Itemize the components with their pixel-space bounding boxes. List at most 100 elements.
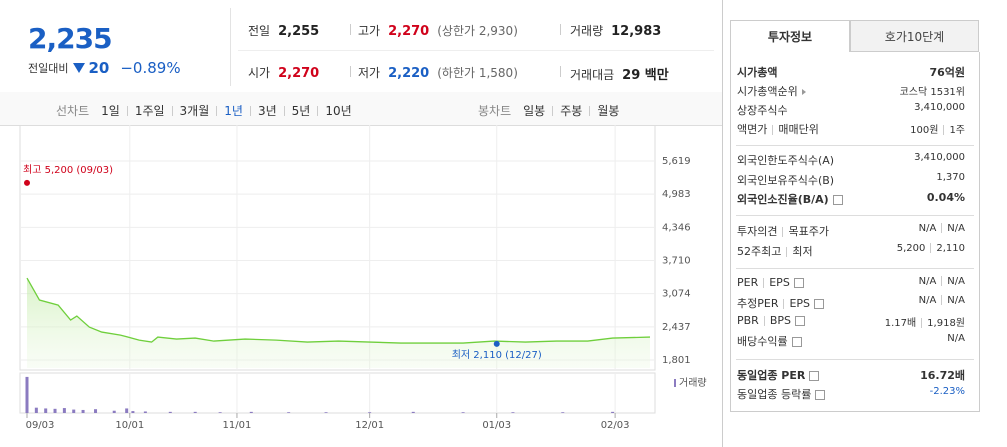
candle-tab[interactable]: 주봉 <box>560 104 583 118</box>
info-value-text: 2,110 <box>936 243 965 254</box>
summary-value: 2,255 <box>278 24 320 39</box>
summary-cell: 전일 2,255 <box>248 22 319 39</box>
period-tab[interactable]: 10년 <box>325 104 352 118</box>
info-value: N/A N/A <box>919 223 965 234</box>
info-value: 0.04% <box>927 191 965 204</box>
info-value-text: N/A <box>918 276 937 287</box>
summary-label: 고가 <box>358 24 381 38</box>
info-label-text: 매매단위 <box>778 123 819 136</box>
volume-bar <box>131 411 135 413</box>
info-label-text: EPS <box>769 276 790 289</box>
period-tab[interactable]: 3년 <box>257 104 277 118</box>
info-value-text: 100원 <box>910 125 939 136</box>
summary-cell: 거래량 12,983 <box>570 22 661 39</box>
y-tick-label: 3,710 <box>662 256 691 267</box>
candle-tab[interactable]: 월봉 <box>597 104 620 118</box>
help-icon <box>832 195 843 205</box>
info-value-text: 16.72배 <box>920 369 965 382</box>
divider <box>560 66 561 77</box>
info-value: 3,410,000 <box>914 102 965 113</box>
info-value-text: -2.23% <box>929 386 965 397</box>
extreme-label: 최저 2,110 (12/27) <box>452 349 542 361</box>
price-line <box>26 277 651 344</box>
divider <box>736 145 974 146</box>
volume-bar <box>143 411 147 413</box>
change-label: 전일대비 <box>28 62 69 75</box>
sep <box>782 227 784 237</box>
info-label-text: 목표주가 <box>788 225 829 238</box>
y-tick-label: 2,437 <box>662 322 691 333</box>
info-tab[interactable]: 투자정보 <box>730 20 850 52</box>
info-label: 투자의견 목표주가 <box>737 223 829 239</box>
info-value-text: 3,410,000 <box>914 152 965 163</box>
info-value-text: 3,410,000 <box>914 102 965 113</box>
sep <box>943 125 945 135</box>
info-label-text: 최저 <box>792 245 813 258</box>
summary-label: 전일 <box>248 24 271 38</box>
down-icon <box>73 63 86 73</box>
candle-tab[interactable]: 일봉 <box>523 104 546 118</box>
period-bar <box>0 92 722 126</box>
info-value-text: 1주 <box>949 125 965 136</box>
info-label-text: 투자의견 <box>737 225 778 238</box>
summary-label: 거래대금 <box>570 68 615 82</box>
volume-legend <box>674 379 676 387</box>
info-label: 시가총액순위 <box>737 83 806 99</box>
info-value-text: N/A <box>947 276 965 287</box>
volume-bar <box>193 411 197 413</box>
info-label-text: PBR <box>737 314 759 327</box>
volume-bar <box>53 408 57 413</box>
divider <box>230 8 231 86</box>
volume-bar <box>249 411 253 413</box>
period-tab[interactable]: 1일 <box>101 104 120 118</box>
info-label-text: 동일업종 PER <box>737 369 806 382</box>
sep <box>941 276 943 286</box>
info-label: 52주최고 최저 <box>737 243 813 259</box>
sep <box>283 105 285 116</box>
sep <box>783 299 785 309</box>
period-tab[interactable]: 3개월 <box>179 104 210 118</box>
info-label-text: 외국인보유주식수(B) <box>737 173 835 187</box>
volume-frame <box>19 372 656 414</box>
volume-bar <box>125 408 129 413</box>
divider <box>350 66 351 77</box>
extreme-label: 최고 5,200 (09/03) <box>23 164 113 176</box>
divider <box>736 359 974 360</box>
info-tab[interactable]: 호가10단계 <box>850 20 979 52</box>
help-icon <box>814 299 825 309</box>
divider <box>736 268 974 269</box>
info-label: 동일업종 PER <box>737 367 820 383</box>
sep <box>249 105 251 116</box>
info-label-text: 동일업종 등락률 <box>737 388 812 401</box>
info-label: PBR BPS <box>737 314 805 327</box>
info-label: 배당수익률 <box>737 333 802 349</box>
period-tab[interactable]: 1년 <box>224 104 243 118</box>
price: 2,235 <box>28 22 113 55</box>
volume-bar <box>411 411 415 413</box>
volume-bar <box>168 411 172 413</box>
info-label: 외국인소진율(B/A) <box>737 191 843 207</box>
summary-cell: 고가 2,270 (상한가 2,930) <box>358 22 518 39</box>
info-label-text: 시가총액순위 <box>737 85 798 98</box>
period-tab[interactable]: 5년 <box>291 104 311 118</box>
info-value-text: N/A <box>918 295 937 306</box>
info-value-text: N/A <box>947 295 965 306</box>
period-tab[interactable]: 1주일 <box>134 104 165 118</box>
summary-value: 2,270 <box>388 24 430 39</box>
info-value: 16.72배 <box>920 367 965 383</box>
info-value: N/A <box>947 333 965 344</box>
sep <box>216 105 218 116</box>
y-tick-label: 1,801 <box>662 355 691 366</box>
y-tick-label: 4,983 <box>662 189 691 200</box>
divider <box>350 24 351 35</box>
extreme-marker <box>493 340 500 347</box>
info-value: 1.17배 1,918원 <box>885 314 965 329</box>
info-label-text: 외국인한도주식수(A) <box>737 154 835 167</box>
x-tick-label: 09/03 <box>26 420 55 431</box>
sep <box>317 105 319 116</box>
x-tick-label: 12/01 <box>355 420 384 431</box>
: 2,235 <box>28 22 113 55</box>
info-value-text: N/A <box>918 223 937 234</box>
info-label-text: 시가총액 <box>737 66 778 79</box>
info-label: 상장주식수 <box>737 102 788 118</box>
